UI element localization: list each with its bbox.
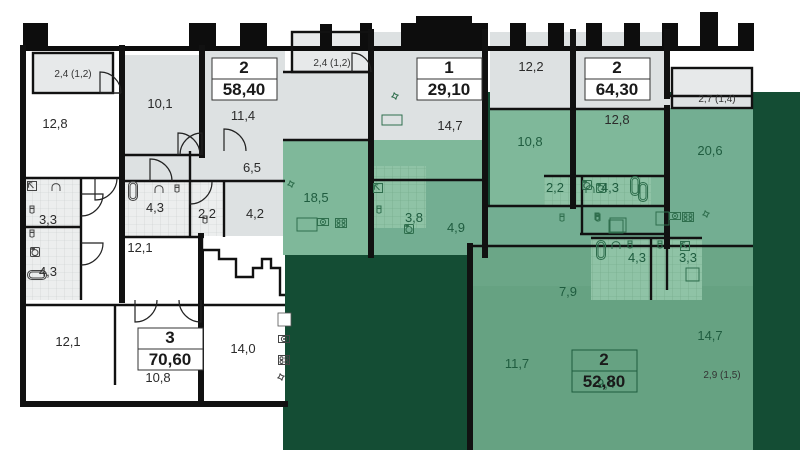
svg-text:7,9: 7,9 — [559, 284, 577, 299]
svg-text:3,8: 3,8 — [405, 210, 423, 225]
svg-text:12,8: 12,8 — [604, 112, 629, 127]
svg-text:64,30: 64,30 — [596, 80, 639, 99]
svg-text:18,5: 18,5 — [303, 190, 328, 205]
svg-text:11,4: 11,4 — [231, 108, 255, 123]
svg-text:4,3: 4,3 — [146, 200, 164, 215]
svg-text:11,7: 11,7 — [505, 356, 529, 371]
svg-text:12,1: 12,1 — [55, 334, 80, 349]
svg-text:2,4 (1,2): 2,4 (1,2) — [54, 69, 91, 80]
svg-text:2,7 (1,4): 2,7 (1,4) — [698, 94, 735, 105]
svg-text:12,1: 12,1 — [127, 240, 152, 255]
svg-text:29,10: 29,10 — [428, 80, 471, 99]
svg-text:10,8: 10,8 — [517, 134, 542, 149]
svg-text:6,5: 6,5 — [243, 160, 261, 175]
svg-text:4,3: 4,3 — [601, 180, 619, 195]
svg-text:14,0: 14,0 — [230, 341, 255, 356]
svg-text:70,60: 70,60 — [149, 350, 192, 369]
svg-text:52,80: 52,80 — [583, 372, 626, 391]
svg-text:2,9 (1,5): 2,9 (1,5) — [703, 370, 740, 381]
svg-text:2,2: 2,2 — [546, 180, 564, 195]
svg-text:14,7: 14,7 — [437, 118, 462, 133]
svg-text:14,7: 14,7 — [697, 328, 722, 343]
svg-text:1: 1 — [444, 58, 453, 77]
svg-text:4,2: 4,2 — [246, 206, 264, 221]
svg-text:20,6: 20,6 — [697, 143, 722, 158]
svg-text:2: 2 — [239, 58, 248, 77]
svg-text:4,3: 4,3 — [39, 264, 57, 279]
svg-text:2,4 (1,2): 2,4 (1,2) — [313, 58, 350, 69]
svg-text:4,9: 4,9 — [447, 220, 465, 235]
svg-text:10,1: 10,1 — [147, 96, 172, 111]
svg-text:3,3: 3,3 — [679, 250, 697, 265]
svg-text:2: 2 — [612, 58, 621, 77]
svg-text:12,2: 12,2 — [518, 59, 543, 74]
svg-text:58,40: 58,40 — [223, 80, 266, 99]
svg-text:3,3: 3,3 — [39, 212, 57, 227]
svg-text:12,8: 12,8 — [42, 116, 67, 131]
svg-text:4,3: 4,3 — [628, 250, 646, 265]
svg-text:2,2: 2,2 — [198, 206, 216, 221]
svg-text:2: 2 — [599, 350, 608, 369]
svg-text:10,8: 10,8 — [145, 370, 170, 385]
svg-text:3: 3 — [165, 328, 174, 347]
